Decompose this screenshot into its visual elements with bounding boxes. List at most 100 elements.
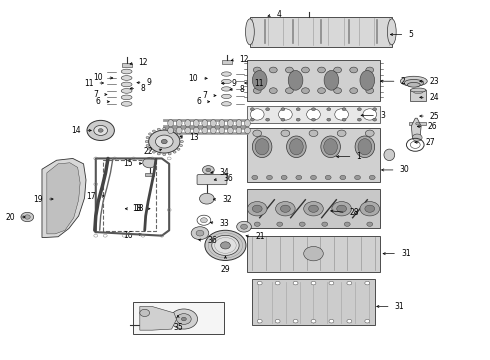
Text: 3: 3 — [380, 111, 385, 120]
Text: 11: 11 — [84, 78, 93, 87]
Circle shape — [205, 230, 246, 261]
Bar — [133, 302, 224, 334]
Circle shape — [327, 108, 331, 111]
Text: 5: 5 — [408, 30, 413, 39]
Circle shape — [329, 281, 334, 285]
Circle shape — [252, 175, 258, 180]
Ellipse shape — [148, 148, 151, 150]
Ellipse shape — [152, 151, 155, 153]
Bar — [409, 122, 426, 125]
Circle shape — [148, 130, 180, 153]
Text: 6: 6 — [96, 97, 100, 106]
Ellipse shape — [168, 120, 173, 127]
Polygon shape — [42, 158, 86, 238]
Circle shape — [416, 122, 419, 125]
Ellipse shape — [185, 120, 191, 127]
Text: 18: 18 — [134, 204, 144, 213]
Text: 14: 14 — [72, 126, 81, 135]
Circle shape — [357, 108, 361, 111]
Text: 36: 36 — [223, 175, 233, 184]
Text: 7: 7 — [202, 91, 207, 100]
Circle shape — [200, 218, 207, 223]
Circle shape — [334, 88, 342, 94]
FancyBboxPatch shape — [197, 175, 227, 185]
Circle shape — [369, 175, 375, 180]
Text: 21: 21 — [255, 232, 265, 241]
Circle shape — [296, 118, 300, 121]
Polygon shape — [140, 306, 176, 330]
Ellipse shape — [221, 102, 231, 106]
Ellipse shape — [219, 120, 225, 127]
Text: 22: 22 — [144, 147, 153, 156]
Ellipse shape — [148, 133, 151, 135]
Circle shape — [241, 224, 247, 229]
Text: 26: 26 — [427, 122, 437, 131]
Ellipse shape — [179, 144, 182, 147]
Circle shape — [199, 193, 214, 204]
Text: 25: 25 — [430, 112, 440, 121]
Circle shape — [360, 202, 380, 216]
Circle shape — [280, 205, 290, 212]
Circle shape — [247, 202, 267, 216]
Circle shape — [191, 227, 209, 240]
Circle shape — [277, 222, 283, 226]
Ellipse shape — [278, 109, 292, 120]
Circle shape — [212, 235, 239, 256]
Circle shape — [281, 130, 290, 136]
Circle shape — [143, 158, 156, 168]
Circle shape — [366, 88, 374, 94]
Ellipse shape — [202, 120, 208, 127]
Bar — [247, 60, 380, 101]
Circle shape — [342, 118, 346, 121]
Circle shape — [202, 166, 214, 174]
Ellipse shape — [152, 130, 155, 132]
Ellipse shape — [193, 127, 199, 134]
Circle shape — [296, 108, 300, 111]
Ellipse shape — [236, 127, 242, 134]
Polygon shape — [411, 118, 421, 140]
Circle shape — [181, 317, 186, 321]
Circle shape — [257, 319, 262, 323]
Circle shape — [293, 281, 298, 285]
Circle shape — [337, 205, 346, 212]
Circle shape — [220, 242, 230, 249]
Ellipse shape — [227, 120, 233, 127]
Circle shape — [275, 202, 295, 216]
Ellipse shape — [180, 140, 183, 143]
Text: 12: 12 — [240, 55, 249, 64]
Ellipse shape — [221, 94, 231, 99]
Text: 33: 33 — [220, 219, 229, 228]
Text: 31: 31 — [401, 249, 411, 258]
Circle shape — [365, 205, 375, 212]
Circle shape — [267, 175, 272, 180]
Circle shape — [365, 319, 370, 323]
Ellipse shape — [245, 19, 254, 45]
Ellipse shape — [121, 76, 132, 80]
Circle shape — [140, 309, 149, 316]
Ellipse shape — [193, 120, 199, 127]
Text: 10: 10 — [189, 74, 198, 83]
Text: 7: 7 — [94, 90, 98, 99]
Text: 32: 32 — [222, 195, 232, 204]
Circle shape — [161, 139, 167, 144]
Ellipse shape — [404, 80, 423, 86]
Circle shape — [340, 175, 346, 180]
Bar — [247, 128, 380, 182]
Circle shape — [299, 222, 305, 226]
Circle shape — [342, 108, 346, 111]
Circle shape — [281, 108, 285, 111]
Ellipse shape — [168, 128, 171, 130]
Circle shape — [237, 221, 251, 232]
Ellipse shape — [245, 127, 250, 134]
Circle shape — [312, 108, 316, 111]
Circle shape — [327, 118, 331, 121]
Circle shape — [170, 309, 197, 329]
Ellipse shape — [121, 102, 132, 106]
Ellipse shape — [290, 139, 303, 155]
Circle shape — [176, 314, 191, 324]
Circle shape — [318, 67, 325, 73]
Bar — [247, 236, 380, 271]
Circle shape — [334, 67, 342, 73]
Circle shape — [253, 130, 262, 136]
Ellipse shape — [185, 127, 191, 134]
